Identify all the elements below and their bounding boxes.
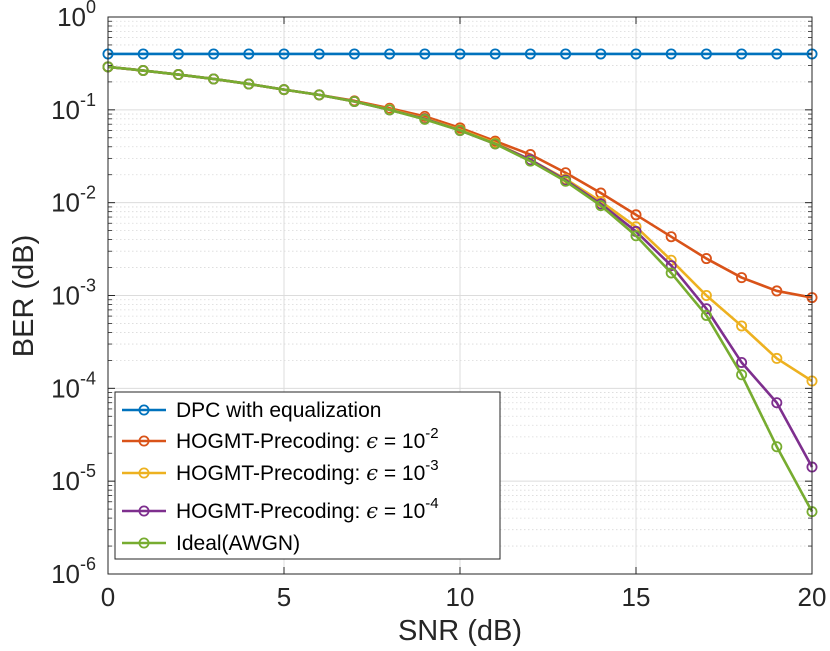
- data-point: [172, 48, 184, 60]
- data-point: [313, 89, 325, 101]
- data-point: [736, 48, 748, 60]
- legend: DPC with equalization HOGMT-Precoding: ϵ …: [114, 391, 501, 560]
- legend-item: HOGMT-Precoding: ϵ = 10-3: [122, 457, 439, 485]
- data-point: [560, 175, 572, 187]
- legend-label: HOGMT-Precoding: ϵ = 10-2: [176, 425, 439, 453]
- data-point: [243, 48, 255, 60]
- data-point: [771, 397, 783, 409]
- data-point: [665, 267, 677, 279]
- x-tick-label: 20: [798, 582, 827, 612]
- data-point: [137, 65, 149, 77]
- x-tick-label: 10: [446, 582, 475, 612]
- x-tick-labels: 0 5 10 15 20: [101, 582, 827, 612]
- data-point: [208, 48, 220, 60]
- legend-box: [114, 391, 501, 560]
- data-point: [771, 48, 783, 60]
- data-point: [665, 260, 677, 272]
- legend-item: HOGMT-Precoding: ϵ = 10-4: [122, 495, 439, 523]
- data-point: [524, 48, 536, 60]
- data-point: [243, 78, 255, 90]
- data-point: [595, 200, 607, 212]
- data-point: [700, 289, 712, 301]
- data-point: [524, 155, 536, 167]
- data-point: [736, 356, 748, 368]
- data-point: [700, 253, 712, 265]
- data-point: [278, 48, 290, 60]
- legend-swatch-marker: [138, 404, 150, 416]
- legend-label: HOGMT-Precoding: ϵ = 10-4: [176, 495, 439, 523]
- series-layer: [102, 48, 818, 518]
- legend-swatch-marker: [138, 435, 150, 447]
- series-0: [102, 48, 818, 60]
- legend-swatch-marker: [138, 537, 150, 549]
- x-tick-label: 5: [277, 582, 291, 612]
- data-point: [454, 48, 466, 60]
- data-point: [172, 69, 184, 81]
- x-tick-label: 15: [622, 582, 651, 612]
- legend-label: HOGMT-Precoding: ϵ = 10-3: [176, 457, 439, 485]
- x-axis-label: SNR (dB): [398, 615, 522, 647]
- y-tick-label: 10-3: [51, 276, 96, 311]
- data-point: [700, 48, 712, 60]
- data-point: [736, 320, 748, 332]
- data-point: [630, 48, 642, 60]
- y-tick-label: 10-6: [51, 554, 96, 589]
- data-point: [630, 230, 642, 242]
- data-point: [665, 48, 677, 60]
- data-point: [348, 95, 360, 107]
- legend-item: DPC with equalization: [122, 399, 381, 422]
- data-point: [771, 352, 783, 364]
- data-point: [454, 124, 466, 136]
- data-point: [700, 309, 712, 321]
- data-point: [208, 73, 220, 85]
- data-point: [771, 285, 783, 297]
- tick-marks: [107, 16, 813, 575]
- data-point: [348, 48, 360, 60]
- data-point: [630, 209, 642, 221]
- data-point: [771, 441, 783, 453]
- y-axis-label: BER (dB): [8, 235, 40, 357]
- series-line: [107, 65, 814, 513]
- data-point: [736, 369, 748, 381]
- legend-label: Ideal(AWGN): [176, 532, 300, 555]
- data-point: [489, 138, 501, 150]
- y-tick-label: 10-2: [51, 183, 96, 218]
- data-point: [278, 84, 290, 96]
- data-point: [595, 48, 607, 60]
- data-point: [313, 48, 325, 60]
- data-point: [665, 231, 677, 243]
- data-point: [489, 48, 501, 60]
- data-point: [419, 113, 431, 125]
- y-tick-label: 10-5: [51, 461, 96, 496]
- series-4: [102, 61, 818, 518]
- x-tick-label: 0: [101, 582, 115, 612]
- legend-swatch-marker: [138, 505, 150, 517]
- data-point: [560, 48, 572, 60]
- data-point: [137, 48, 149, 60]
- legend-label: DPC with equalization: [176, 399, 381, 422]
- y-tick-label: 10-4: [51, 368, 96, 403]
- legend-item: HOGMT-Precoding: ϵ = 10-2: [122, 425, 439, 453]
- data-point: [736, 272, 748, 284]
- legend-swatch-marker: [138, 467, 150, 479]
- data-point: [384, 48, 396, 60]
- y-tick-labels: 10-6 10-5 10-4 10-3 10-2 10-1 100: [51, 0, 96, 589]
- legend-item: Ideal(AWGN): [122, 532, 300, 555]
- y-tick-label: 10-1: [51, 90, 96, 125]
- data-point: [419, 48, 431, 60]
- data-point: [384, 104, 396, 116]
- y-tick-label: 100: [57, 0, 96, 32]
